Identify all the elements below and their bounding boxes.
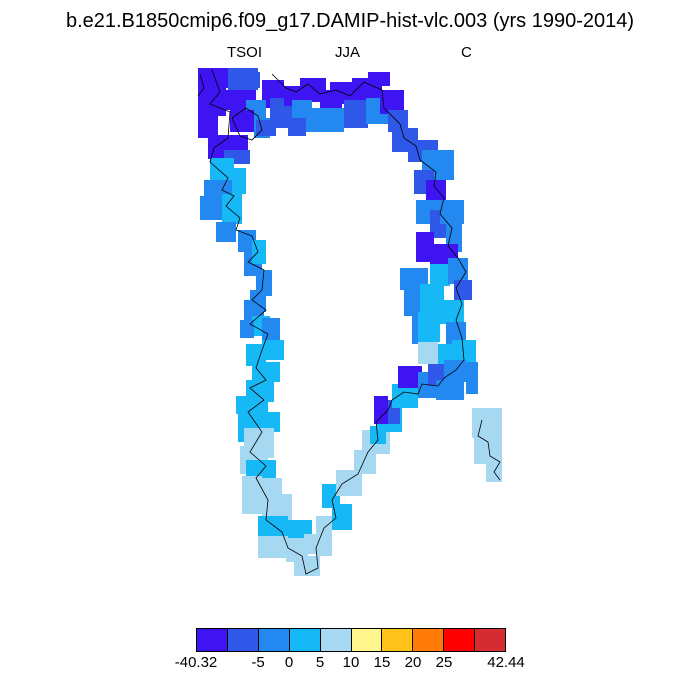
grid-cell (322, 108, 344, 132)
grid-cell (242, 476, 262, 514)
grid-cell (374, 396, 388, 424)
grid-cell (430, 264, 450, 286)
grid-cell (228, 168, 246, 194)
colorbar-tick-label: 25 (435, 654, 453, 671)
coastline (197, 69, 501, 575)
grid-cell (466, 364, 478, 394)
grid-cell (222, 194, 242, 224)
grid-cell (236, 396, 268, 414)
units-label: C (461, 44, 472, 61)
grid-cell (368, 72, 390, 86)
grid-cell (262, 318, 280, 340)
grid-cell (418, 342, 438, 364)
coastline-path (197, 73, 205, 97)
coastline-path (209, 69, 467, 575)
colorbar-swatch (475, 629, 506, 651)
grid-cell (198, 68, 228, 88)
grid-cell (200, 196, 224, 220)
grid-cell (440, 300, 464, 324)
colorbar-swatch (258, 629, 290, 651)
colorbar-tick-label: 42.44 (487, 654, 525, 671)
colorbar-tick-label: -5 (251, 654, 265, 671)
grid-cell (434, 150, 454, 180)
grid-cell (472, 408, 502, 438)
colorbar-swatch (320, 629, 352, 651)
grid-cell (444, 360, 466, 380)
variable-label: TSOI (227, 44, 263, 61)
grid-cell (474, 436, 502, 464)
plot-title: b.e21.B1850cmip6.f09_g17.DAMIP-hist-vlc.… (65, 10, 635, 32)
colorbar-swatch (382, 629, 414, 651)
grid-cell (256, 412, 280, 432)
grid-cell (322, 484, 340, 508)
grid-cell (262, 340, 284, 360)
grid-cell (198, 116, 218, 138)
grid-cell (426, 180, 446, 206)
colorbar (196, 628, 506, 652)
soil-temperature-cells (198, 68, 502, 576)
colorbar-swatch (197, 629, 228, 651)
season-label: JJA (335, 44, 361, 61)
colorbar-tick-label: 20 (404, 654, 422, 671)
grid-cell (256, 270, 272, 296)
grid-cell (418, 312, 440, 342)
colorbar-swatch (289, 629, 321, 651)
grid-cell (388, 110, 408, 132)
colorbar-swatch (351, 629, 383, 651)
grid-cell (332, 504, 352, 530)
grid-cell (216, 222, 236, 242)
grid-cell (288, 118, 306, 136)
colorbar-swatch (413, 629, 445, 651)
grid-cell (416, 232, 434, 262)
grid-cell (404, 290, 422, 316)
grid-cell (294, 556, 320, 576)
grid-cell (252, 362, 280, 382)
grid-cell (258, 536, 288, 558)
grid-cell (370, 426, 386, 444)
grid-cell (246, 344, 266, 366)
grid-cell (398, 366, 422, 388)
grid-cell (238, 72, 260, 88)
grid-cell (344, 100, 368, 128)
colorbar-swatch (227, 629, 259, 651)
colorbar-tick-label: 10 (342, 654, 360, 671)
grid-cell (440, 200, 464, 224)
grid-cell (392, 128, 418, 152)
grid-cell (304, 108, 326, 132)
colorbar-tick-label: 0 (284, 654, 294, 671)
colorbar-swatch (444, 629, 476, 651)
coastline-path (231, 107, 263, 141)
grid-cell (436, 380, 464, 400)
grid-cell (252, 240, 266, 264)
colorbar-tick-label: 15 (373, 654, 391, 671)
grid-cell (256, 120, 276, 136)
colorbar-tick-label: -40.32 (174, 654, 218, 671)
coastline-path (477, 419, 501, 481)
grid-cell (246, 460, 276, 480)
grid-cell (354, 450, 376, 474)
grid-cell (446, 322, 466, 344)
grid-cell (316, 516, 332, 556)
colorbar-tick-label: 5 (315, 654, 325, 671)
